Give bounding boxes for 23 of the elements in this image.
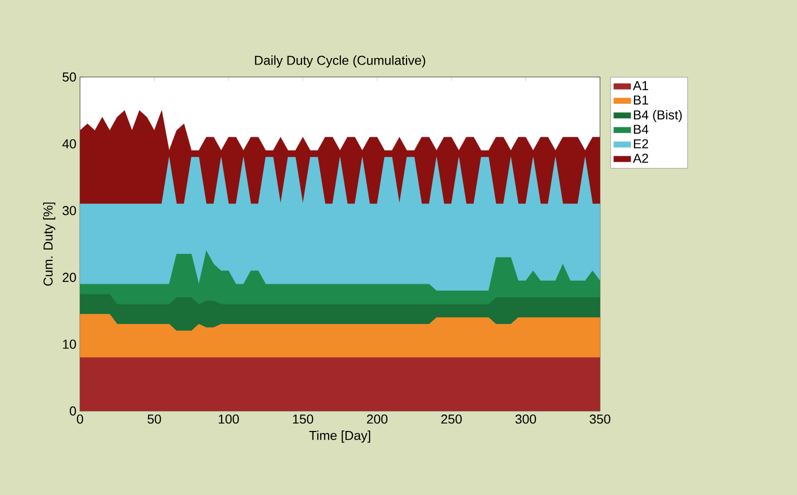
x-tick-label: 250 [441,414,462,424]
x-tick-label: 350 [590,414,610,424]
x-tick-label: 200 [366,414,388,424]
legend-label: A2 [632,154,648,163]
x-axis-title: Time [Day] [309,430,370,443]
legend-label: B4 (Bist) [634,110,682,122]
legend-label: B4 [634,124,648,134]
x-tick-label: 100 [218,414,239,424]
x-tick-label: 50 [148,414,161,424]
x-tick-label: 300 [515,414,536,424]
y-tick-label: 0 [70,406,76,416]
y-axis-title: Cum. Duty [%] [43,202,56,286]
y-tick-label: 10 [63,340,76,349]
legend-label: E2 [634,139,648,148]
y-tick-label: 20 [62,272,76,282]
x-tick-label: 0 [76,414,84,424]
legend-label: B1 [634,96,648,104]
x-tick-label: 150 [293,414,314,424]
y-tick-label: 50 [62,72,76,82]
y-tick-label: 30 [62,206,76,216]
chart-title: Daily Duty Cycle (Cumulative) [255,55,426,68]
y-tick-label: 40 [62,139,76,148]
legend-label: A1 [632,81,648,90]
